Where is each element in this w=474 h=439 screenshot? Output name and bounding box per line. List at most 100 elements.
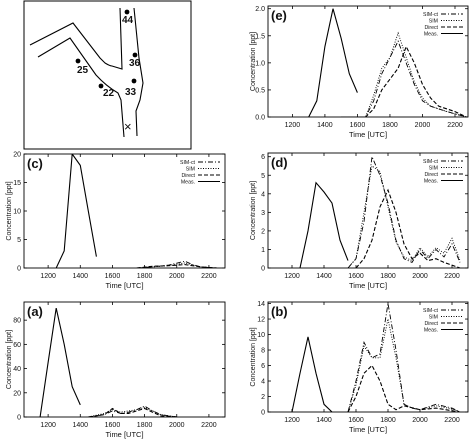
y-tick-label: 15 — [13, 180, 21, 187]
y-tick-label: 2 — [261, 228, 265, 235]
series-line-meas — [299, 181, 349, 268]
plot-frame — [23, 301, 226, 418]
series-line-direct — [341, 45, 467, 117]
series-line-sim — [347, 318, 461, 412]
site-25-label: 25 — [77, 65, 89, 76]
legend-label: SIM — [429, 315, 438, 321]
series-line-direct — [136, 264, 218, 268]
x-tick-label: 1600 — [350, 122, 366, 129]
x-tick-label: 2000 — [415, 122, 431, 129]
y-axis-label: Concentration [ppt] — [6, 181, 13, 240]
x-tick-label: 1800 — [137, 273, 153, 280]
panel-label: (a) — [27, 304, 43, 319]
legend-label: SIM-ct — [180, 160, 196, 166]
chart-panels: 1200 1400 1600 1800 2000 22000.00.51.01.52.0T… — [6, 5, 469, 439]
x-tick-label: 1200 — [284, 417, 300, 424]
legend-label: Meas. — [424, 328, 438, 334]
x-tick-label: 2000 — [412, 417, 428, 424]
site-33-marker — [131, 78, 137, 84]
x-tick-label: 1400 — [317, 122, 333, 129]
x-tick-label: 2000 — [169, 273, 185, 280]
map-frame — [23, 0, 192, 150]
x-axis-label: Time [UTC] — [349, 281, 387, 290]
x-tick-label: 2000 — [169, 422, 185, 429]
site-22-marker — [98, 83, 104, 89]
y-axis-label: Concentration [ppt] — [250, 327, 257, 386]
plot-frame — [267, 5, 469, 118]
legend-label: SIM — [429, 19, 438, 25]
site-44-label: 44 — [122, 15, 134, 26]
x-tick-label: 2200 — [444, 417, 460, 424]
series-line-meas — [39, 307, 81, 417]
legend-label: SIM-ct — [423, 308, 439, 314]
chart-panel-a: 1200 1400 1600 1800 2000 2200 0 20 40 60 80 Time [U… — [6, 301, 226, 439]
x-axis-label: Time [UTC] — [105, 430, 143, 439]
y-tick-label: 0 — [17, 415, 21, 422]
legend-label: SIM — [429, 166, 438, 172]
legend-label: Direct — [424, 25, 438, 31]
series-group — [291, 303, 461, 412]
y-tick-label: 20 — [13, 390, 21, 397]
x-tick-label: 1800 — [380, 417, 396, 424]
panel-label: (d) — [271, 155, 288, 170]
legend-label: Direct — [181, 173, 195, 179]
series-line-meas — [308, 8, 358, 117]
x-tick-label: 1600 — [105, 422, 121, 429]
series-line-sim-ct — [341, 40, 467, 117]
legend-label: Meas. — [181, 180, 195, 186]
site-36-label: 36 — [129, 58, 141, 69]
series-group — [39, 307, 177, 417]
y-tick-label: 3 — [261, 210, 265, 217]
y-tick-label: 1.5 — [255, 33, 265, 40]
valley-left-edge-upper — [29, 7, 123, 70]
y-tick-label: 0 — [17, 266, 21, 273]
chart-panel-d: 1200 1400 1600 1800 2000 2200 0 1 2 3 4 5 6 Time [UTC… — [250, 152, 469, 290]
plot-frame — [267, 301, 469, 413]
x-tick-label: 1400 — [72, 273, 88, 280]
y-axis-label: Concentration [ppt] — [250, 32, 257, 91]
site-25-marker — [75, 58, 81, 64]
x-tick-label: 1800 — [380, 273, 396, 280]
series-line-direct — [355, 188, 461, 268]
legend-label: Direct — [424, 321, 438, 327]
site-map: 44 36 25 22 33 × — [23, 0, 192, 150]
y-tick-label: 0.5 — [255, 87, 265, 94]
series-group — [299, 154, 461, 268]
x-tick-label: 1600 — [348, 417, 364, 424]
x-axis-label: Time [UTC] — [105, 281, 143, 290]
series-line-sim — [341, 31, 467, 117]
legend-label: SIM-ct — [423, 12, 439, 18]
y-tick-label: 2 — [261, 394, 265, 401]
chart-panel-e: 1200 1400 1600 1800 2000 2200 0.0 0.5 1.0 1.5 2.0 T… — [250, 5, 469, 139]
x-tick-label: 2200 — [447, 122, 463, 129]
y-tick-label: 20 — [13, 152, 21, 159]
x-tick-label: 1600 — [348, 273, 364, 280]
x-tick-label: 1400 — [316, 417, 332, 424]
y-tick-label: 1 — [261, 247, 265, 254]
y-tick-label: 10 — [13, 209, 21, 216]
site-36-marker — [132, 52, 138, 58]
series-line-sim-ct — [347, 154, 461, 268]
x-tick-label: 1800 — [382, 122, 398, 129]
series-group — [308, 8, 467, 117]
plot-frame — [267, 152, 469, 269]
valley-left-edge-lower — [37, 37, 125, 138]
series-line-sim-ct — [88, 405, 177, 417]
legend-label: Direct — [424, 172, 438, 178]
x-tick-label: 1200 — [40, 422, 56, 429]
y-tick-label: 6 — [261, 154, 265, 161]
series-line-sim — [347, 165, 461, 268]
y-tick-label: 0 — [261, 266, 265, 273]
site-22-label: 22 — [103, 88, 115, 99]
x-tick-label: 2000 — [412, 273, 428, 280]
source-location-marker: × — [124, 119, 132, 134]
x-tick-label: 2200 — [201, 422, 217, 429]
y-tick-label: 6 — [261, 363, 265, 370]
y-tick-label: 5 — [17, 237, 21, 244]
chart-panel-b: 1200 1400 1600 1800 2000 2200 0 2 4 6 8 10 12 14 Time … — [250, 301, 469, 434]
legend-label: Meas. — [424, 179, 438, 185]
y-tick-label: 80 — [13, 318, 21, 325]
